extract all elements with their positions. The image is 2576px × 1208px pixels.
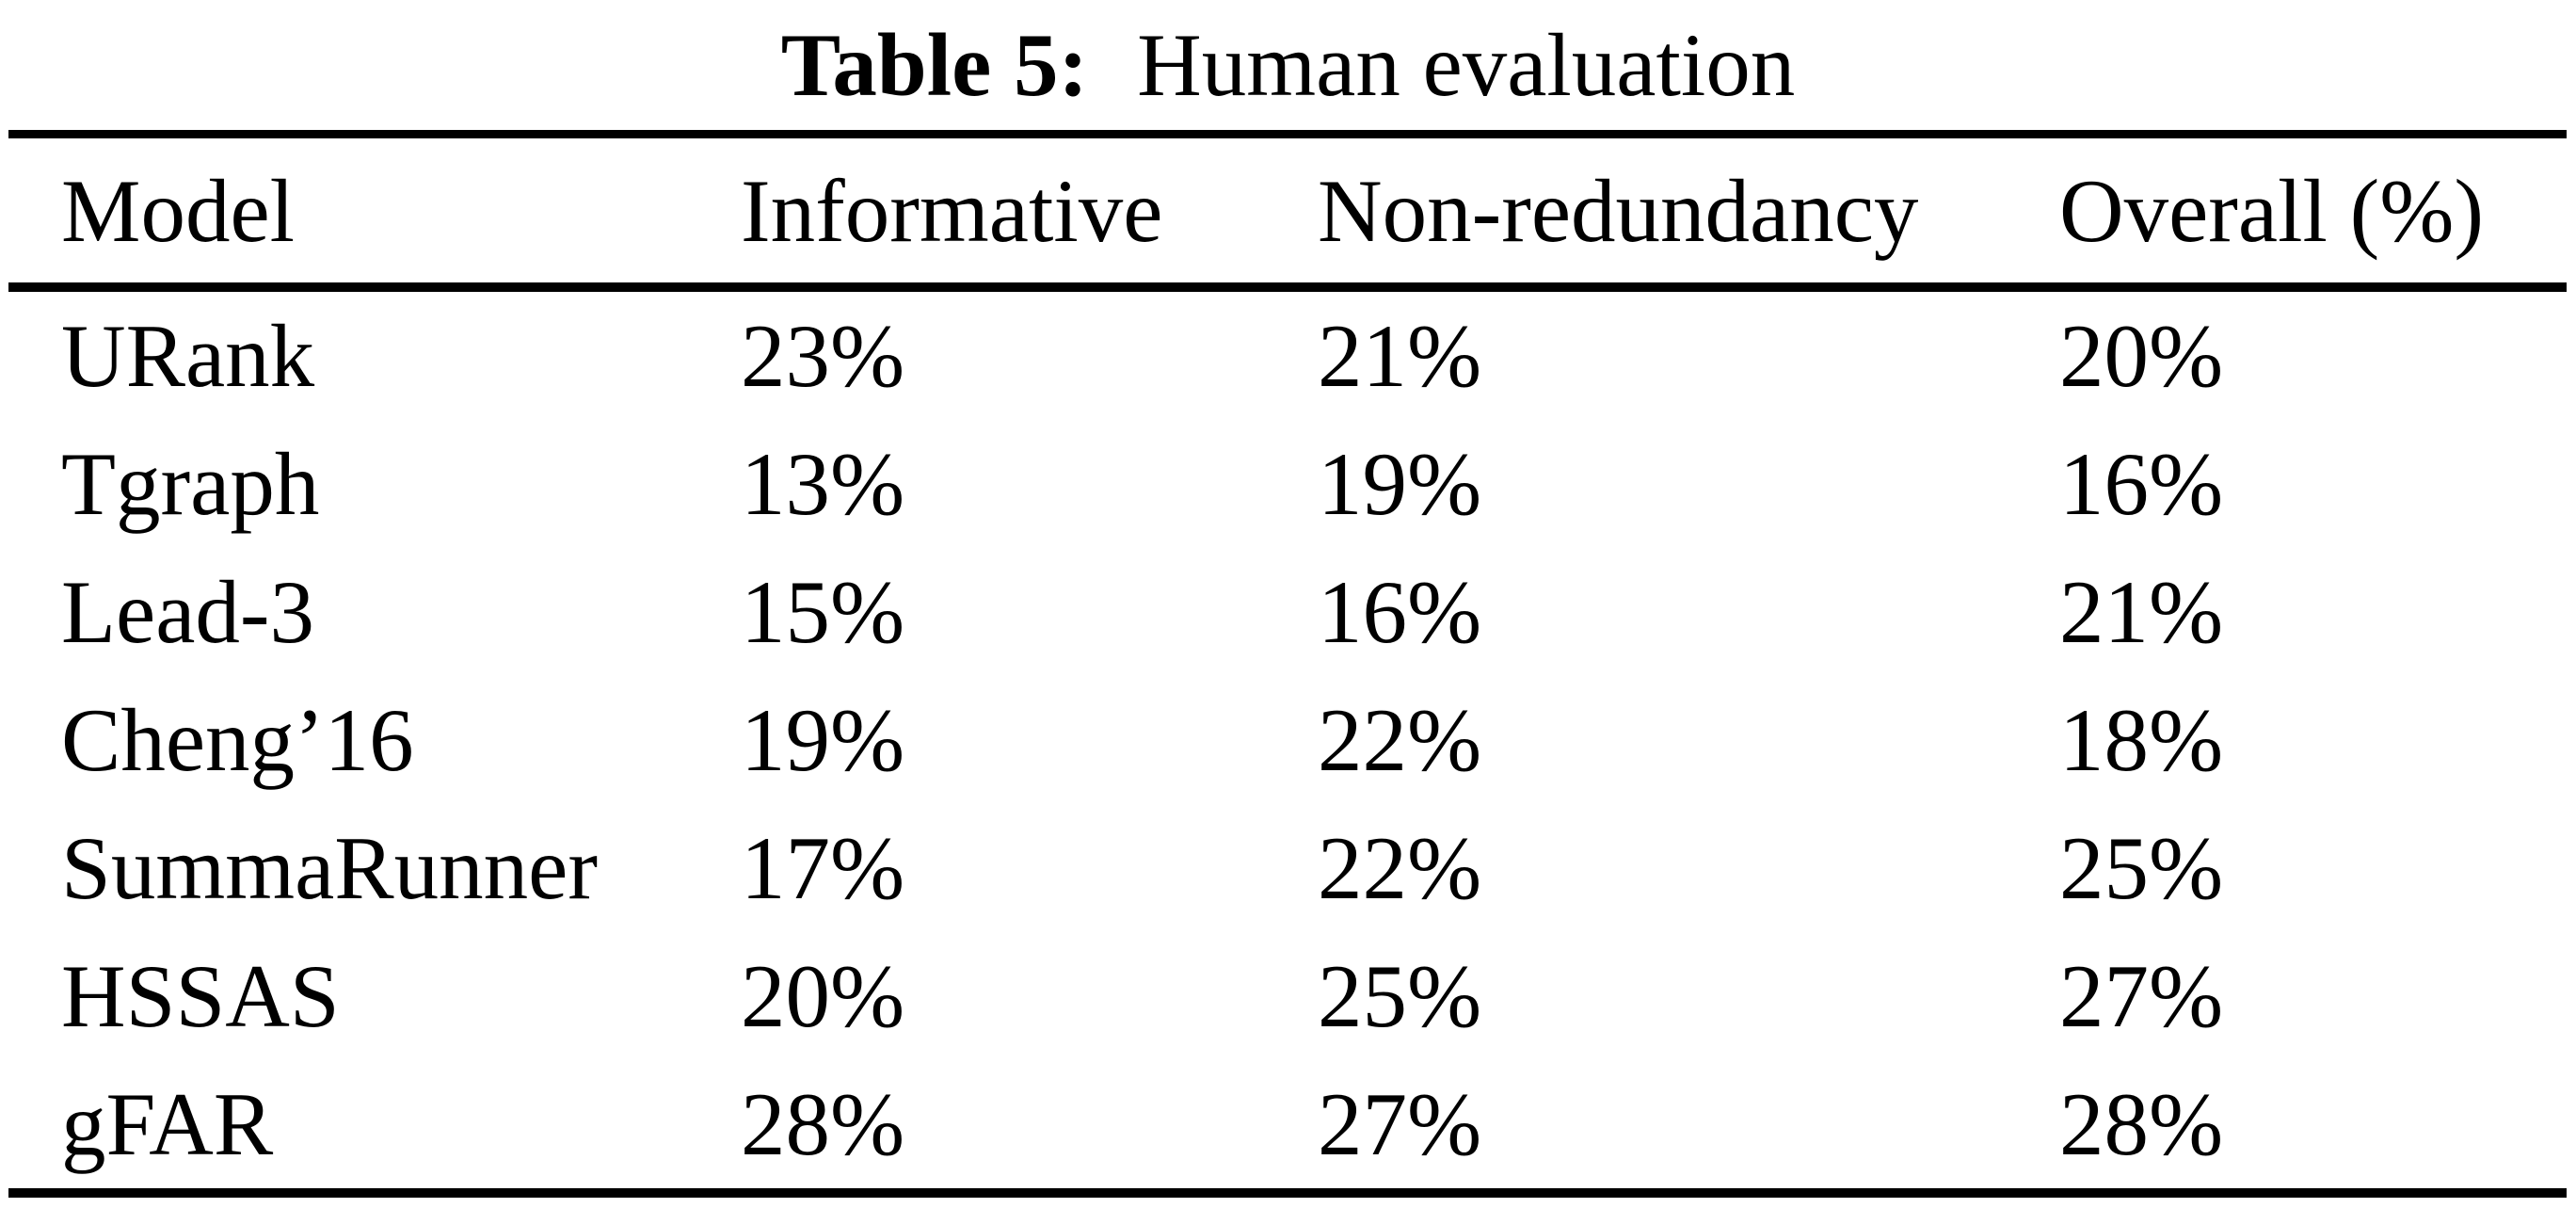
caption-label: Table 5: <box>780 15 1089 115</box>
cell-model-name: gFAR <box>61 1074 274 1174</box>
cell-model-name: Lead-3 <box>61 562 314 662</box>
cell-model-name: Tgraph <box>61 434 320 534</box>
cell-value: 21% <box>1318 306 1482 406</box>
caption-text: Human evaluation <box>1137 15 1796 115</box>
cell-value: 27% <box>1318 1074 1482 1174</box>
cell-model-name: URank <box>61 306 315 406</box>
table-row: Tgraph 13% 19% 16% <box>8 420 2567 548</box>
table-body: URank 23% 21% 20% Tgraph 13% 19% 16% Lead-3 15% 16… <box>8 287 2567 1193</box>
table-caption: Table 5: Human evaluation <box>0 0 2576 130</box>
col-header-non-redundancy: Non-redundancy <box>1318 134 2059 292</box>
cell-value: 19% <box>741 690 905 790</box>
cell-value: 19% <box>1318 434 1482 534</box>
cell-value: 15% <box>741 562 905 662</box>
header-row: Model Informative Non-redundancy Overall… <box>8 134 2567 292</box>
table-row: SummaRunner 17% 22% 25% <box>8 804 2567 932</box>
cell-value: 16% <box>1318 562 1482 662</box>
cell-value: 20% <box>741 946 905 1046</box>
col-header-model: Model <box>8 134 741 292</box>
cell-value: 27% <box>2059 946 2224 1046</box>
human-evaluation-table: Model Informative Non-redundancy Overall… <box>8 130 2567 1198</box>
table-row: Lead-3 15% 16% 21% <box>8 548 2567 676</box>
cell-value: 25% <box>1318 946 1482 1046</box>
table-row: gFAR 28% 27% 28% <box>8 1060 2567 1193</box>
table-row: Cheng’16 19% 22% 18% <box>8 676 2567 804</box>
cell-value: 21% <box>2059 562 2224 662</box>
cell-value: 13% <box>741 434 905 534</box>
cell-value: 23% <box>741 306 905 406</box>
cell-value: 18% <box>2059 690 2224 790</box>
table-row: HSSAS 20% 25% 27% <box>8 932 2567 1060</box>
cell-value: 28% <box>2059 1074 2224 1174</box>
cell-model-name: SummaRunner <box>61 818 598 918</box>
table-row: URank 23% 21% 20% <box>8 287 2567 420</box>
cell-model-name: Cheng’16 <box>61 690 414 790</box>
cell-value: 16% <box>2059 434 2224 534</box>
col-header-informative: Informative <box>741 134 1318 292</box>
cell-value: 20% <box>2059 306 2224 406</box>
cell-value: 17% <box>741 818 905 918</box>
cell-value: 28% <box>741 1074 905 1174</box>
cell-value: 25% <box>2059 818 2224 918</box>
cell-value: 22% <box>1318 818 1482 918</box>
cell-value: 22% <box>1318 690 1482 790</box>
col-header-overall: Overall (%) <box>2059 134 2567 292</box>
cell-model-name: HSSAS <box>61 946 340 1046</box>
